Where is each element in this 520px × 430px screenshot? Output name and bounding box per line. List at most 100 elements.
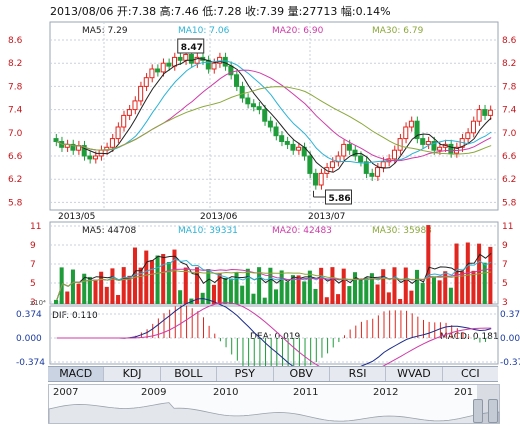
tab-psy[interactable]: PSY — [217, 367, 274, 381]
tab-macd[interactable]: MACD — [48, 367, 105, 381]
candle — [296, 146, 302, 151]
candle — [369, 172, 375, 177]
candle — [375, 167, 381, 177]
price-tick-left: 7.0 — [8, 129, 23, 139]
volume-bar — [195, 267, 200, 304]
volume-bar — [206, 269, 211, 304]
volume-bar — [245, 268, 250, 304]
timeline-right-handle[interactable] — [488, 399, 498, 423]
candle — [177, 56, 183, 61]
candle — [358, 155, 364, 163]
volume-bar — [358, 278, 363, 304]
date-tick: 2013/05 — [58, 212, 95, 222]
tab-boll[interactable]: BOLL — [161, 367, 218, 381]
candle — [307, 155, 313, 174]
candle — [476, 109, 482, 122]
volume-bar — [87, 276, 92, 304]
volume-bar — [352, 272, 358, 304]
candle — [391, 149, 398, 160]
volume-bar — [76, 283, 81, 304]
tab-rsi[interactable]: RSI — [330, 367, 387, 381]
vol-tick-right: 9 — [502, 241, 508, 251]
timeline-navigator[interactable]: 2007 2009 2010 2011 2012 201 — [48, 384, 500, 424]
volume-bar — [211, 284, 216, 304]
price-tick-left: 5.8 — [8, 198, 23, 208]
candle — [256, 106, 262, 111]
candle — [329, 161, 335, 169]
candle — [121, 114, 127, 128]
candle — [171, 56, 178, 67]
tab-cci[interactable]: CCI — [461, 367, 480, 380]
volume-bar — [290, 275, 295, 304]
volume-bar — [488, 246, 493, 304]
candle — [470, 120, 476, 134]
volume-bar — [330, 267, 335, 304]
volume-bar — [324, 297, 329, 304]
quote-header: 2013/08/06 开:7.38 高:7.46 低:7.28 收:7.39 量… — [50, 5, 391, 18]
candle — [81, 145, 87, 157]
tab-obv[interactable]: OBV — [274, 367, 330, 381]
volume-bar — [460, 271, 465, 304]
ma-legend: MA30: 6.79 — [372, 26, 424, 36]
high-label-box — [177, 38, 205, 54]
vol-unit: x10⁴ — [30, 299, 46, 307]
timeline-year: 2011 — [293, 387, 319, 398]
candle — [143, 77, 149, 87]
vol-ma-legend: MA5: 44708 — [82, 226, 136, 236]
volume-bar — [183, 267, 188, 304]
volume-bar — [471, 270, 476, 304]
volume-bar — [166, 262, 171, 304]
candle — [312, 172, 319, 186]
volume-bar — [172, 249, 177, 304]
volume-bar — [302, 281, 307, 304]
price-tick-left: 6.6 — [8, 152, 23, 162]
tab-kdj[interactable]: KDJ — [104, 367, 161, 381]
price-tick-right: 6.2 — [502, 175, 516, 185]
volume-bar — [155, 255, 160, 304]
vol-tick-right: 3 — [502, 298, 508, 308]
volume-bar — [375, 284, 380, 304]
candle — [273, 126, 279, 137]
volume-bar — [144, 250, 149, 304]
volume-bar — [274, 289, 279, 304]
volume-bar — [313, 288, 318, 304]
candle — [380, 161, 386, 169]
candle — [408, 120, 414, 128]
ma-line — [56, 58, 492, 173]
macd-tick-left: 0.374 — [16, 310, 42, 320]
volume-bar — [336, 294, 341, 304]
price-tick-left: 7.8 — [8, 82, 23, 92]
volume-bar — [257, 267, 262, 304]
candle — [217, 56, 223, 64]
timeline-left-handle[interactable] — [473, 399, 483, 423]
volume-bar — [82, 273, 87, 304]
macd-tick-left: -0.374 — [16, 358, 45, 368]
candle — [183, 54, 189, 61]
candle — [318, 172, 324, 186]
vol-tick-right: 7 — [502, 260, 508, 270]
vol-tick-left: 9 — [30, 241, 36, 251]
candle — [431, 141, 437, 151]
candle — [70, 143, 76, 151]
candle — [166, 62, 172, 67]
volume-bar — [251, 293, 256, 304]
volume-bar — [279, 270, 284, 304]
volume-bar — [149, 260, 154, 304]
candle — [138, 85, 144, 102]
vol-tick-left: 11 — [30, 222, 41, 232]
low-label: 5.86 — [328, 194, 350, 204]
volume-bar — [369, 273, 374, 304]
candle — [115, 126, 121, 140]
candle — [205, 59, 211, 70]
candle — [234, 74, 240, 87]
macd-label: MACD: 0.181 — [440, 332, 499, 342]
price-tick-right: 8.6 — [502, 36, 517, 46]
candle — [132, 100, 138, 111]
dea-label: DEA: 0.019 — [250, 332, 301, 342]
ma-line — [56, 86, 492, 155]
candle — [267, 120, 273, 128]
candle — [87, 155, 93, 160]
tab-wvad[interactable]: WVAD — [386, 367, 443, 381]
candle — [487, 109, 493, 116]
ma-legend: MA10: 7.06 — [178, 26, 230, 36]
